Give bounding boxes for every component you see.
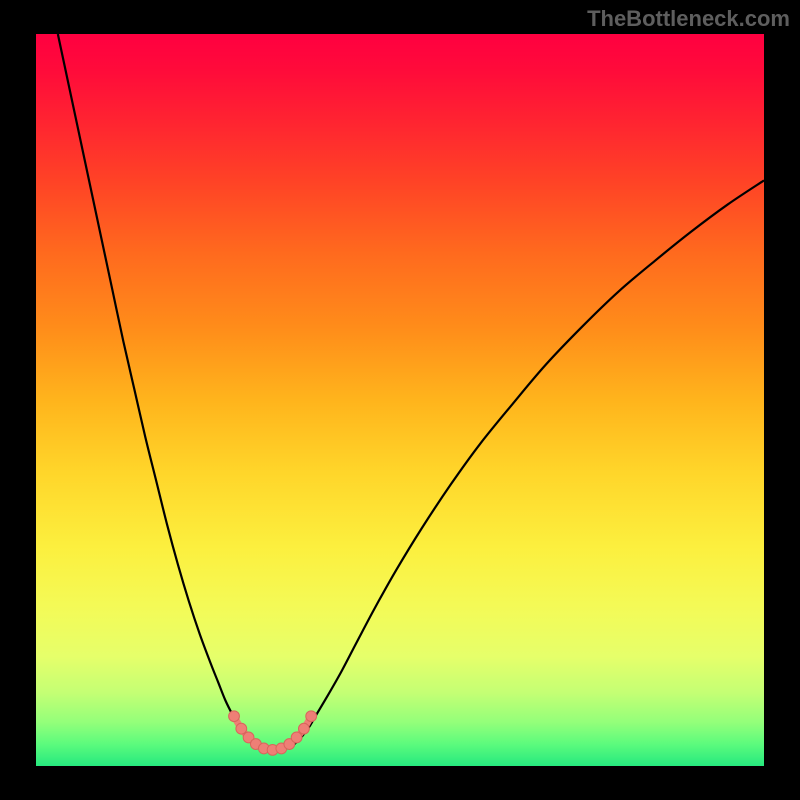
bottom-markers: [229, 711, 317, 755]
left-curve: [58, 34, 255, 744]
marker-dot: [299, 723, 310, 734]
chart-container: TheBottleneck.com: [0, 0, 800, 800]
plot-area: [36, 34, 764, 766]
watermark-text: TheBottleneck.com: [587, 6, 790, 32]
marker-dot: [229, 711, 240, 722]
marker-dot: [291, 732, 302, 743]
right-curve: [294, 180, 764, 744]
marker-dot: [306, 711, 317, 722]
marker-dot: [236, 723, 247, 734]
curve-layer: [36, 34, 764, 766]
